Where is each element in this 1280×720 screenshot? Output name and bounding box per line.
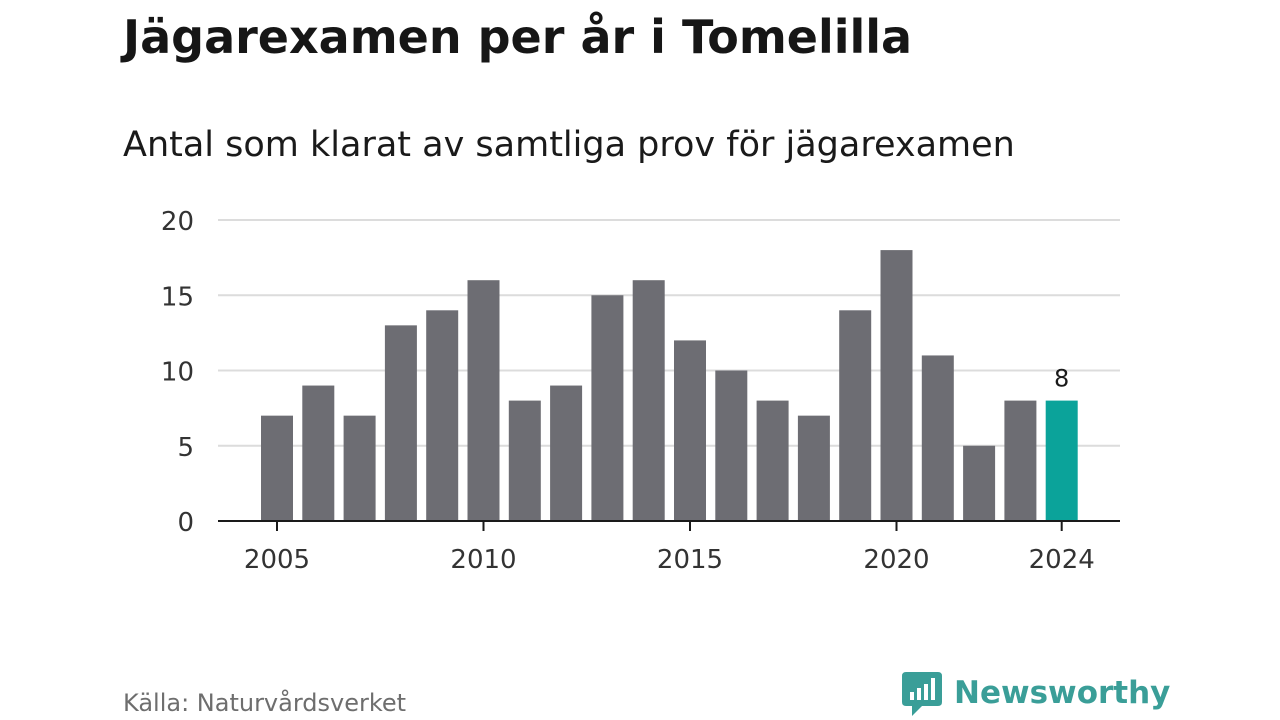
x-tick-label: 2015 — [657, 545, 723, 575]
bar-2018 — [797, 415, 830, 521]
bar-2005 — [261, 415, 293, 521]
bar-2014 — [632, 280, 665, 521]
x-tick-label: 2010 — [450, 545, 516, 575]
source-note: Källa: Naturvårdsverket — [123, 689, 407, 717]
brand-logo: Newsworthy — [902, 668, 1170, 718]
bar-2013 — [591, 295, 624, 521]
y-tick-label: 20 — [161, 207, 194, 237]
bar-2024 — [1045, 400, 1078, 521]
bar-2010 — [467, 280, 500, 521]
bar-2006 — [302, 385, 335, 521]
brand-name: Newsworthy — [954, 675, 1171, 711]
bars — [261, 250, 1078, 521]
bar-2019 — [839, 310, 872, 521]
gridlines — [218, 219, 1120, 447]
bar-2022 — [963, 445, 996, 521]
y-tick-label: 15 — [161, 282, 194, 312]
data-label-2024: 8 — [1054, 365, 1069, 393]
chart-title: Jägarexamen per år i Tomelilla — [123, 10, 913, 64]
y-axis-ticks: 0 5 10 15 20 — [161, 207, 194, 538]
bar-2017 — [756, 400, 789, 521]
x-axis: 2005 2010 2015 2020 2024 — [218, 520, 1120, 575]
bar-2007 — [343, 415, 376, 521]
chart-bubble-icon — [902, 672, 942, 716]
x-tick-label: 2005 — [244, 545, 310, 575]
y-tick-label: 0 — [177, 508, 194, 538]
bar-2020 — [880, 250, 913, 521]
x-tick-label: 2020 — [863, 545, 929, 575]
bar-2009 — [426, 310, 459, 521]
bar-2011 — [508, 400, 541, 521]
data-labels: 8 — [1054, 365, 1069, 393]
bar-2021 — [921, 355, 954, 521]
bar-2023 — [1004, 400, 1037, 521]
y-tick-label: 10 — [161, 358, 194, 388]
bar-2008 — [384, 325, 417, 521]
bar-chart: 0 5 10 15 20 8 2005 2010 2015 2020 2024 — [161, 207, 1120, 575]
x-tick-label: 2024 — [1029, 545, 1095, 575]
bar-2012 — [550, 385, 583, 521]
bar-2015 — [674, 340, 706, 521]
y-tick-label: 5 — [177, 433, 194, 463]
bar-2016 — [715, 370, 748, 521]
chart-subtitle: Antal som klarat av samtliga prov för jä… — [123, 125, 1015, 165]
